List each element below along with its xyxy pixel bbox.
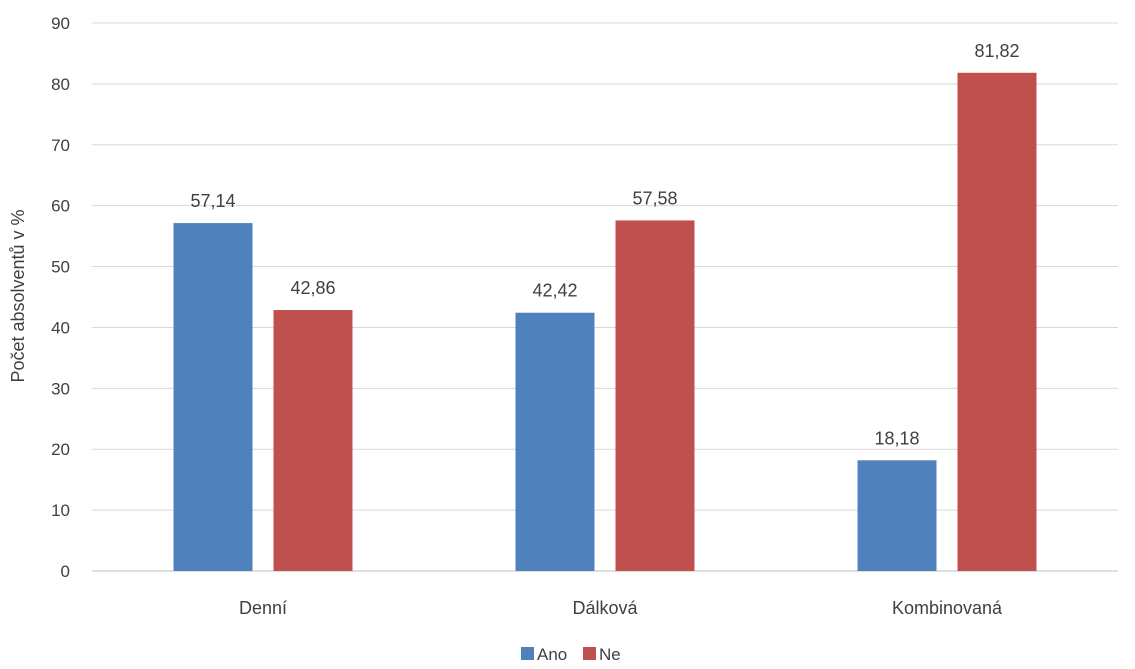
bar-ne-1 xyxy=(273,310,353,571)
data-label-ne-1: 42,86 xyxy=(290,278,335,298)
bar-ne-3 xyxy=(957,72,1037,571)
data-labels: 57,14 42,86 42,42 57,58 18,18 81,82 xyxy=(190,41,1019,448)
x-category-label: Dálková xyxy=(572,598,638,618)
y-tick-label: 90 xyxy=(51,14,70,33)
y-tick-label: 70 xyxy=(51,136,70,155)
y-axis-title: Počet absolventů v % xyxy=(8,209,28,382)
gridlines xyxy=(92,22,1118,572)
bar-ano-2 xyxy=(515,312,595,571)
data-label-ne-3: 81,82 xyxy=(974,41,1019,61)
y-tick-label: 60 xyxy=(51,197,70,216)
bar-ano-3 xyxy=(857,460,937,571)
legend-label-ne: Ne xyxy=(599,645,621,664)
bars xyxy=(173,72,1037,572)
y-tick-label: 0 xyxy=(61,562,70,581)
x-category-label: Denní xyxy=(239,598,287,618)
x-category-label: Kombinovaná xyxy=(892,598,1003,618)
y-tick-label: 40 xyxy=(51,318,70,337)
legend-swatch-ano xyxy=(521,647,534,660)
legend: Ano Ne xyxy=(521,645,621,664)
y-tick-label: 50 xyxy=(51,258,70,277)
y-tick-label: 80 xyxy=(51,75,70,94)
bar-ano-1 xyxy=(173,223,253,572)
legend-label-ano: Ano xyxy=(537,645,567,664)
y-tick-label: 20 xyxy=(51,440,70,459)
legend-swatch-ne xyxy=(583,647,596,660)
y-tick-label: 10 xyxy=(51,501,70,520)
data-label-ano-2: 42,42 xyxy=(532,281,577,301)
data-label-ano-3: 18,18 xyxy=(874,428,919,448)
data-label-ano-1: 57,14 xyxy=(190,191,235,211)
y-axis-ticks: 0 10 20 30 40 50 60 70 80 90 xyxy=(51,14,70,581)
data-label-ne-2: 57,58 xyxy=(632,188,677,208)
bar-ne-2 xyxy=(615,220,695,571)
x-axis-categories: Denní Dálková Kombinovaná xyxy=(239,598,1003,618)
y-tick-label: 30 xyxy=(51,379,70,398)
